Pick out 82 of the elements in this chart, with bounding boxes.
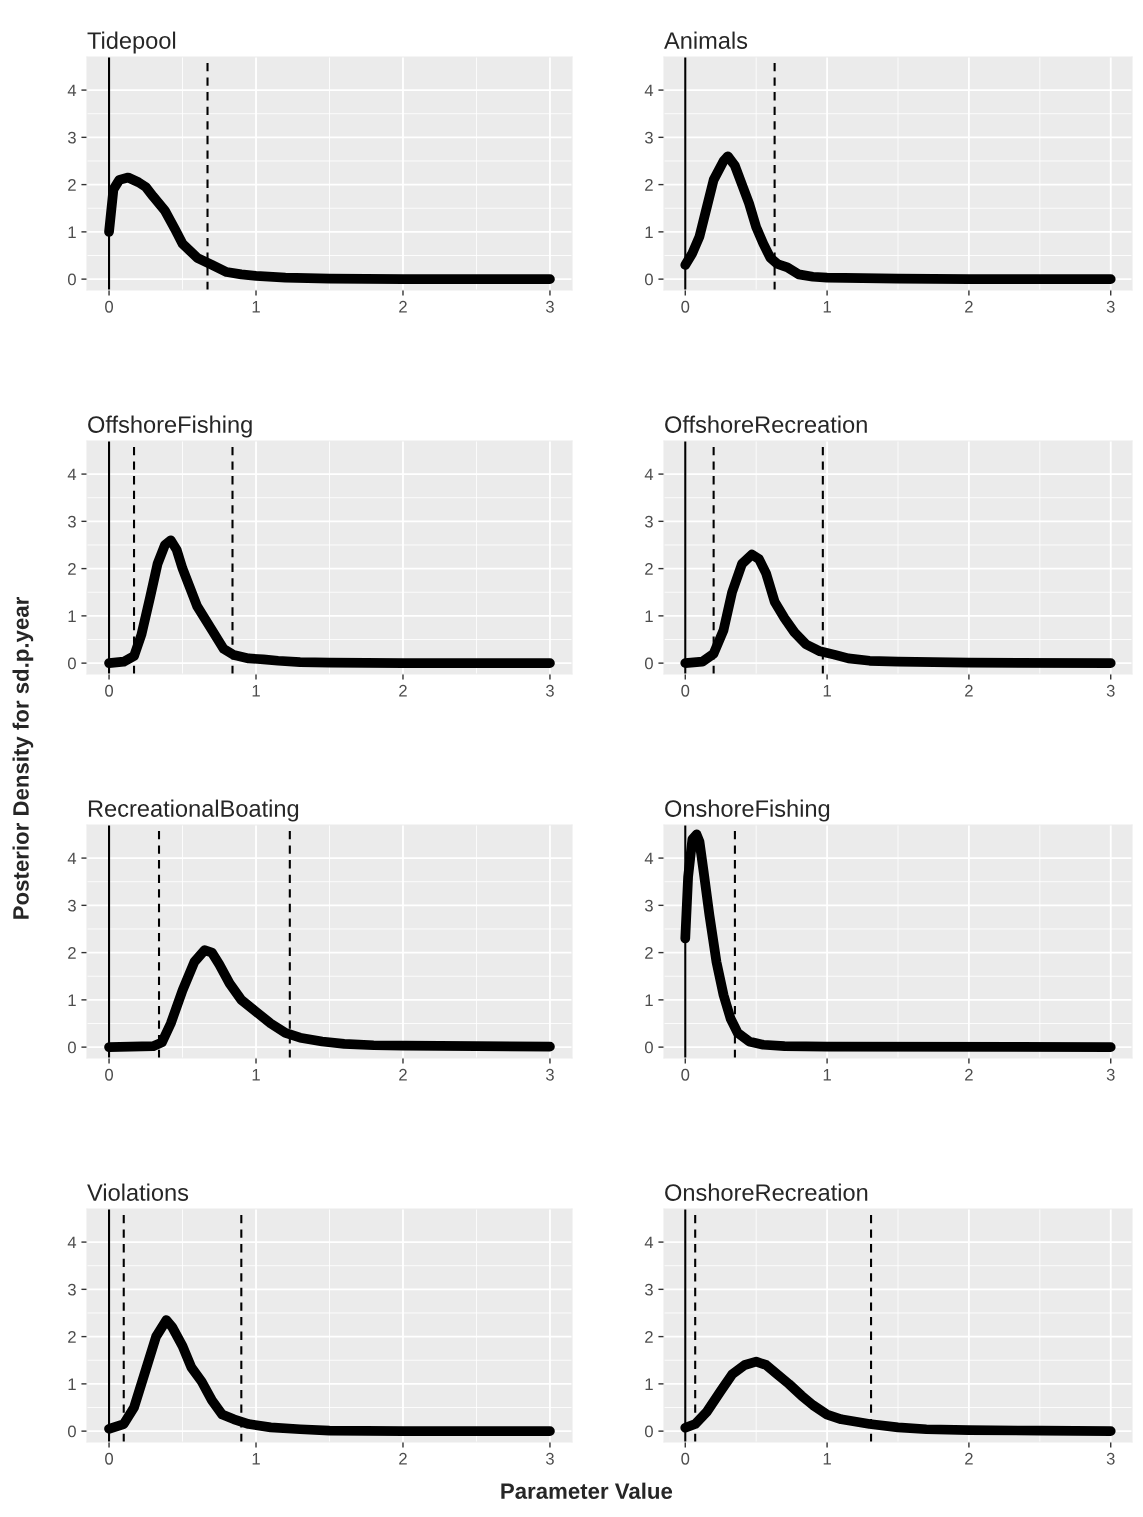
y-tick-label: 3 <box>67 1283 76 1296</box>
y-tick-label: 2 <box>645 1331 653 1343</box>
y-tick-label: 2 <box>68 563 76 575</box>
x-tick-label: 2 <box>399 1068 407 1081</box>
y-tick-label: 2 <box>68 947 76 959</box>
y-tick-label: 3 <box>67 899 76 912</box>
chart-title: OnshoreFishing <box>665 799 830 822</box>
x-tick-label: 3 <box>545 300 554 313</box>
x-tick-label: 3 <box>1106 684 1115 697</box>
y-tick-label: 1 <box>645 1378 653 1390</box>
x-tick-label: 0 <box>681 1068 690 1081</box>
chart-title: Animals <box>664 31 748 49</box>
x-tick-label: 3 <box>545 684 554 697</box>
x-tick-label: 0 <box>105 1452 114 1465</box>
y-tick-label: 2 <box>645 947 653 959</box>
x-tick-label: 1 <box>823 301 831 313</box>
y-tick-label: 1 <box>645 610 653 622</box>
x-tick-label: 2 <box>965 1452 973 1465</box>
y-tick-label: 0 <box>67 657 76 670</box>
y-tick-label: 0 <box>644 1425 653 1438</box>
y-tick-label: 2 <box>68 179 76 191</box>
y-tick-label: 2 <box>68 1331 76 1343</box>
x-tick-label: 0 <box>681 300 690 313</box>
y-tick-label: 2 <box>645 179 653 191</box>
y-tick-label: 1 <box>68 994 76 1006</box>
x-tick-label: 2 <box>399 300 407 313</box>
chart-title: Violations <box>87 1183 189 1201</box>
y-tick-label: 4 <box>644 1236 654 1249</box>
y-tick-label: 3 <box>644 1283 653 1296</box>
y-tick-label: 0 <box>644 657 653 670</box>
x-tick-label: 0 <box>681 1452 690 1465</box>
y-tick-label: 1 <box>68 226 76 238</box>
y-tick-label: 4 <box>67 852 77 865</box>
chart-title: Tidepool <box>87 31 176 54</box>
y-tick-label: 4 <box>644 84 654 97</box>
x-tick-label: 1 <box>252 301 260 313</box>
chart-title: OnshoreRecreation <box>665 1183 868 1201</box>
x-tick-label: 2 <box>965 1068 973 1081</box>
x-tick-label: 1 <box>823 1453 831 1465</box>
x-tick-label: 3 <box>1106 300 1115 313</box>
x-tick-label: 2 <box>965 684 973 697</box>
y-tick-label: 0 <box>67 273 76 286</box>
x-tick-label: 3 <box>545 1068 554 1081</box>
chart-title: OffshoreFishing <box>88 415 252 438</box>
y-tick-label: 0 <box>67 1041 76 1054</box>
y-tick-label: 1 <box>645 226 653 238</box>
x-tick-label: 3 <box>1106 1452 1115 1465</box>
x-tick-label: 2 <box>399 1452 407 1465</box>
y-tick-label: 3 <box>644 131 653 144</box>
chart-title: RecreationalBoating <box>88 799 299 822</box>
y-tick-label: 1 <box>645 994 653 1006</box>
y-tick-label: 4 <box>67 1236 77 1249</box>
y-tick-label: 3 <box>644 515 653 528</box>
x-tick-label: 1 <box>252 685 260 697</box>
x-tick-label: 0 <box>105 1068 114 1081</box>
y-tick-label: 3 <box>67 515 76 528</box>
x-tick-label: 1 <box>823 1069 831 1081</box>
y-axis-title: Posterior Density for sd.p.year <box>12 597 34 919</box>
x-tick-label: 3 <box>545 1452 554 1465</box>
x-axis-title: Parameter Value <box>501 1482 673 1499</box>
x-tick-label: 0 <box>105 684 114 697</box>
x-tick-label: 1 <box>252 1069 260 1081</box>
x-tick-label: 3 <box>1106 1068 1115 1081</box>
y-tick-label: 4 <box>644 468 654 481</box>
y-tick-label: 4 <box>644 852 654 865</box>
x-tick-label: 2 <box>965 300 973 313</box>
y-tick-label: 1 <box>68 1378 76 1390</box>
y-tick-label: 3 <box>67 131 76 144</box>
chart-title: OffshoreRecreation <box>665 415 867 433</box>
y-tick-label: 3 <box>644 899 653 912</box>
x-tick-label: 1 <box>823 685 831 697</box>
x-tick-label: 0 <box>105 300 114 313</box>
y-tick-label: 1 <box>68 610 76 622</box>
y-tick-label: 4 <box>67 468 77 481</box>
y-tick-label: 0 <box>644 273 653 286</box>
y-tick-label: 4 <box>67 84 77 97</box>
y-tick-label: 0 <box>644 1041 653 1054</box>
y-tick-label: 2 <box>645 563 653 575</box>
y-tick-label: 0 <box>67 1425 76 1438</box>
x-tick-label: 2 <box>399 684 407 697</box>
x-tick-label: 1 <box>252 1453 260 1465</box>
x-tick-label: 0 <box>681 684 690 697</box>
